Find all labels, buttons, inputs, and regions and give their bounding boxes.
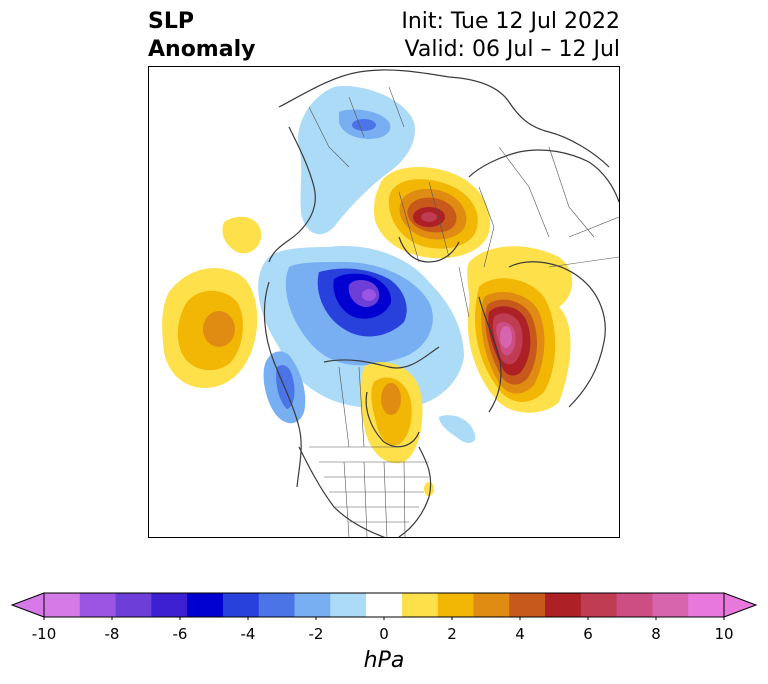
colorbar-segment: [616, 593, 653, 617]
map-panel: [148, 66, 620, 538]
valid-range: Valid: 06 Jul – 12 Jul: [404, 37, 620, 62]
colorbar-segment: [473, 593, 510, 617]
positive-anomaly-russia: [374, 167, 490, 259]
colorbar-segment: [330, 593, 367, 617]
colorbar-tick-label: -2: [308, 625, 324, 643]
colorbar-tick-label: 10: [714, 625, 734, 643]
title-line-2: Anomaly: [148, 37, 256, 62]
colorbar-segment: [652, 593, 689, 617]
colorbar-tick-label: 6: [583, 625, 593, 643]
colorbar-tick-label: -6: [172, 625, 188, 643]
colorbar-unit-label: hPa: [363, 648, 405, 673]
colorbar-segment: [222, 593, 260, 617]
positive-anomaly-canada: [360, 362, 434, 496]
colorbar-tick-label: 8: [651, 625, 661, 643]
colorbar-tick-label: 2: [447, 625, 457, 643]
colorbar-segment: [509, 593, 546, 617]
colorbar-over-extension: [723, 592, 758, 618]
colorbar-segment: [79, 593, 117, 617]
forecast-info: Init: Tue 12 Jul 2022 Valid: 06 Jul – 12…: [401, 8, 620, 64]
colorbar-segment: [115, 593, 152, 617]
colorbar-tick-label: -4: [240, 625, 256, 643]
init-date: Init: Tue 12 Jul 2022: [401, 9, 620, 34]
colorbar-segment: [580, 593, 618, 617]
positive-anomaly-north-pacific: [162, 216, 262, 388]
colorbar-segment: [545, 593, 582, 617]
colorbar-segment: [258, 593, 296, 617]
negative-anomaly-europe: [298, 86, 415, 235]
colorbar-segment: [44, 593, 81, 617]
colorbar: [10, 592, 758, 620]
colorbar-segment: [294, 593, 331, 617]
colorbar-tick-label: -10: [31, 625, 57, 643]
colorbar-segment: [437, 593, 474, 617]
title-line-1: SLP: [148, 9, 194, 34]
coastlines: [263, 69, 619, 537]
colorbar-segment: [187, 593, 224, 617]
negative-anomaly-arctic: [258, 246, 464, 408]
map-title: SLP Anomaly: [148, 8, 255, 64]
colorbar-tick-label: -8: [104, 625, 120, 643]
colorbar-tick-label: 0: [379, 625, 389, 643]
colorbar-segment: [688, 593, 725, 617]
colorbar-under-extension: [10, 592, 45, 618]
positive-anomaly-siberia: [467, 246, 573, 413]
anomaly-map: [162, 69, 619, 537]
colorbar-segment: [366, 593, 403, 617]
colorbar-segment: [401, 593, 439, 617]
colorbar-segment: [151, 593, 188, 617]
political-borders: [308, 86, 619, 537]
colorbar-tick-label: 4: [515, 625, 525, 643]
